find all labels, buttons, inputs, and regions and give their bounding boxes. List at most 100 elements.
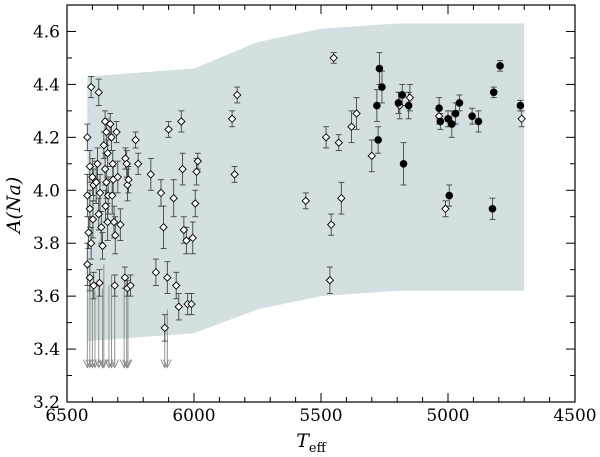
x-tick-label: 5500 — [299, 406, 342, 426]
data-point-filled — [448, 120, 456, 128]
y-axis-label: A(Na) — [3, 177, 25, 236]
data-point-open — [85, 204, 95, 214]
data-point-open — [84, 228, 93, 237]
data-point-filled — [375, 64, 384, 73]
data-point-open — [102, 178, 111, 187]
data-point-open — [131, 135, 140, 145]
marker-layer — [83, 53, 526, 333]
limit-arrow-head — [107, 359, 116, 369]
data-point-open — [86, 238, 96, 248]
data-point-open — [111, 231, 120, 240]
limit-arrow-head — [162, 359, 172, 369]
data-point-open — [352, 109, 361, 118]
data-point-open — [326, 220, 336, 229]
data-point-open — [171, 281, 181, 290]
data-point-open — [517, 114, 526, 124]
y-tick-label: 3.4 — [33, 340, 60, 360]
data-point-filled — [516, 101, 525, 110]
data-point-open — [93, 159, 102, 169]
data-point-filled — [488, 204, 497, 213]
y-tick-label: 3.8 — [33, 234, 60, 254]
data-point-open — [89, 281, 98, 290]
data-point-open — [179, 225, 189, 235]
data-point-open — [160, 323, 170, 333]
data-point-open — [95, 278, 104, 288]
data-point-open — [329, 53, 338, 63]
limit-arrow-head — [123, 359, 133, 369]
data-point-open — [334, 138, 344, 147]
data-point-open — [108, 159, 117, 169]
data-point-filled — [455, 99, 464, 107]
data-point-open — [124, 175, 133, 184]
data-point-open — [337, 193, 346, 203]
data-point-open — [107, 133, 116, 142]
data-point-open — [103, 217, 112, 227]
data-point-open — [113, 172, 123, 182]
limit-arrow-head — [98, 359, 107, 369]
band-layer — [87, 23, 525, 342]
x-axis-label: Teff — [296, 430, 327, 456]
data-point-filled — [468, 112, 476, 120]
data-point-filled — [373, 101, 381, 110]
data-point-filled — [496, 62, 504, 70]
limit-arrow-head — [110, 359, 120, 369]
data-point-open — [230, 170, 239, 179]
y-tick-label: 3.2 — [33, 393, 60, 413]
data-point-open — [91, 178, 101, 187]
data-point-open — [94, 88, 103, 97]
data-point-open — [146, 170, 156, 179]
data-point-open — [178, 164, 187, 174]
data-point-filled — [394, 99, 403, 107]
tick-layer — [66, 4, 576, 403]
data-point-open — [182, 236, 191, 245]
data-point-open — [94, 209, 103, 219]
data-point-open — [85, 273, 95, 282]
data-point-filled — [374, 136, 382, 144]
data-point-open — [159, 223, 168, 232]
data-point-open — [133, 159, 143, 169]
data-point-filled — [398, 91, 407, 99]
data-point-open — [347, 122, 356, 131]
data-point-open — [321, 133, 331, 142]
limit-arrow-head — [90, 359, 100, 369]
data-point-open — [441, 204, 450, 214]
data-point-open — [177, 117, 186, 126]
data-point-open — [85, 162, 95, 171]
data-point-open — [405, 93, 415, 102]
data-point-open — [187, 299, 196, 309]
data-point-open — [95, 188, 105, 198]
data-point-filled — [435, 104, 443, 113]
data-point-open — [191, 199, 200, 208]
data-point-filled — [399, 160, 408, 168]
abundance-band — [87, 23, 525, 342]
data-point-open — [164, 125, 173, 134]
data-point-open — [105, 119, 115, 129]
data-point-open — [169, 193, 178, 203]
tick-label-layer: 6500 6000 5500 5000 4500 3.2 3.4 3.6 3.8 4.0 4.2 4.… — [33, 22, 597, 426]
data-point-filled — [436, 117, 445, 126]
data-point-open — [83, 260, 92, 269]
data-point-open — [100, 164, 110, 174]
data-point-open — [112, 127, 121, 137]
data-point-open — [163, 273, 172, 282]
x-tick-label: 5000 — [426, 406, 469, 426]
data-point-filled — [445, 191, 454, 200]
data-point-open — [83, 191, 92, 200]
y-tick-label: 3.6 — [33, 287, 60, 307]
data-point-open — [122, 159, 131, 169]
data-point-open — [103, 148, 112, 158]
data-point-open — [151, 268, 161, 277]
data-point-filled — [404, 101, 413, 110]
y-tick-label: 4.0 — [33, 181, 60, 201]
limit-arrow-layer — [82, 264, 172, 369]
data-point-open — [102, 127, 111, 137]
data-point-open — [86, 82, 96, 92]
limit-arrow-head — [122, 359, 132, 369]
data-point-open — [120, 273, 130, 282]
data-point-open — [98, 241, 107, 251]
data-point-open — [109, 217, 119, 227]
data-point-open — [123, 180, 132, 190]
data-point-open — [192, 167, 201, 176]
x-tick-label: 4500 — [553, 406, 596, 426]
